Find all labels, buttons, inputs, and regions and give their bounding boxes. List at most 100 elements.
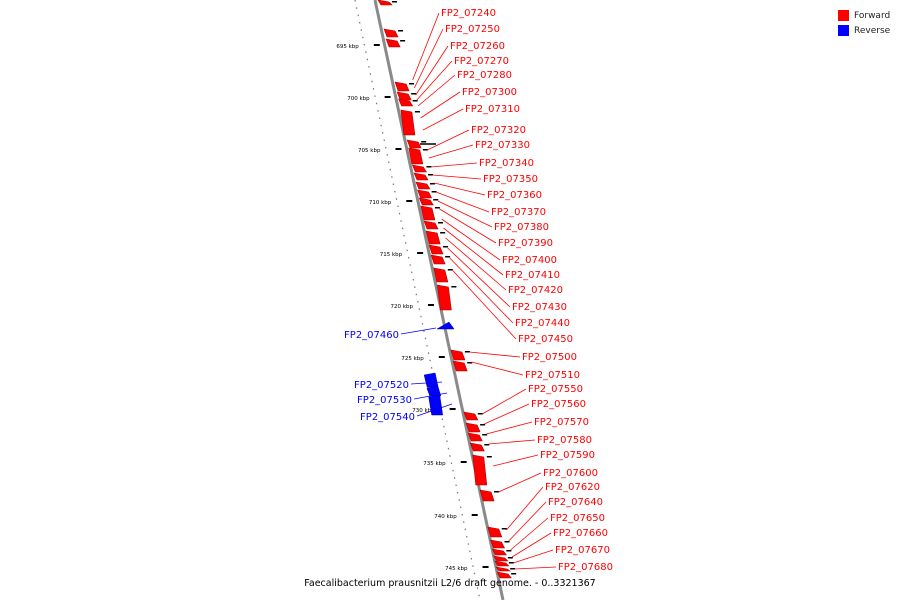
legend-item-forward: Forward	[838, 8, 890, 23]
forward-gene-label: FP2_07500	[522, 352, 577, 363]
forward-gene-label: FP2_07640	[548, 497, 603, 508]
forward-gene-leader	[449, 257, 514, 324]
forward-gene-leader	[513, 549, 554, 564]
gene-marker	[422, 149, 428, 151]
scale-tick-label: 720 kbp	[391, 304, 414, 310]
reverse-gene-label: FP2_07540	[360, 412, 415, 423]
gene-marker	[409, 83, 415, 85]
forward-gene-label: FP2_07390	[498, 238, 553, 249]
reverse-gene-block	[423, 372, 439, 388]
forward-gene-block	[408, 147, 424, 165]
gene-marker	[428, 174, 434, 176]
reverse-gene-leader	[416, 403, 453, 417]
gene-marker	[504, 541, 510, 543]
scale-tick-label: 695 kbp	[336, 44, 359, 50]
forward-gene-label: FP2_07250	[445, 24, 500, 35]
forward-gene-block	[383, 28, 399, 38]
gene-marker	[486, 456, 492, 458]
gene-marker	[392, 1, 397, 3]
forward-gene-block	[463, 411, 479, 421]
forward-gene-leader	[469, 351, 521, 358]
forward-gene-label: FP2_07240	[441, 8, 496, 19]
gene-marker	[429, 183, 435, 185]
forward-gene-label: FP2_07450	[518, 334, 573, 345]
forward-gene-leader	[451, 269, 517, 340]
gene-marker	[400, 40, 406, 42]
forward-gene-block	[469, 442, 485, 452]
gene-marker	[445, 256, 451, 258]
forward-gene-block	[467, 432, 483, 442]
forward-gene-leader	[508, 501, 547, 542]
gene-marker	[508, 562, 514, 564]
forward-gene-block	[487, 526, 503, 538]
forward-gene-label: FP2_07310	[465, 104, 520, 115]
gene-marker	[440, 232, 446, 234]
forward-gene-leader	[447, 247, 511, 308]
forward-gene-leader	[445, 237, 507, 291]
forward-gene-block	[472, 454, 488, 486]
forward-gene-leader	[420, 91, 461, 119]
forward-gene-leader	[416, 60, 453, 101]
reverse-gene-block	[426, 385, 442, 397]
forward-gene-leader	[437, 200, 493, 228]
gene-marker	[467, 362, 473, 364]
forward-gene-block	[479, 489, 495, 502]
forward-gene-label: FP2_07350	[483, 174, 538, 185]
forward-gene-block	[491, 548, 507, 556]
forward-gene-block	[493, 555, 509, 562]
forward-gene-label: FP2_07670	[555, 545, 610, 556]
forward-gene-leader	[486, 421, 533, 435]
forward-gene-block	[425, 230, 441, 245]
reverse-gene-label: FP2_07530	[357, 395, 412, 406]
forward-gene-label: FP2_07620	[545, 482, 600, 493]
forward-gene-block	[450, 349, 466, 361]
forward-gene-leader	[484, 403, 530, 425]
forward-gene-leader	[427, 129, 470, 151]
forward-gene-label: FP2_07680	[558, 562, 613, 573]
forward-gene-block	[430, 254, 446, 265]
forward-gene-block	[420, 205, 436, 221]
forward-gene-block	[418, 197, 434, 206]
gene-marker	[507, 557, 513, 559]
gene-marker	[484, 444, 490, 446]
forward-gene-leader	[506, 486, 544, 531]
forward-gene-label: FP2_07550	[528, 384, 583, 395]
forward-gene-block	[433, 267, 449, 283]
gene-marker	[433, 199, 439, 201]
gene-marker	[398, 30, 404, 32]
forward-gene-block	[400, 109, 416, 136]
gene-marker	[464, 351, 470, 353]
forward-gene-label: FP2_07600	[543, 468, 598, 479]
gene-marker	[412, 100, 418, 102]
forward-gene-block	[411, 164, 427, 173]
forward-gene-block	[490, 539, 505, 549]
gene-marker	[501, 528, 507, 530]
reverse-gene-label: FP2_07460	[344, 330, 399, 341]
forward-gene-label: FP2_07580	[537, 435, 592, 446]
forward-gene-block	[398, 98, 414, 107]
scale-tick-label: 700 kbp	[347, 96, 370, 102]
forward-gene-leader	[432, 174, 482, 180]
gene-marker	[494, 491, 500, 493]
forward-gene-block	[377, 0, 393, 6]
gene-marker	[438, 222, 444, 224]
forward-gene-block	[495, 566, 512, 572]
gene-marker	[431, 191, 437, 193]
forward-gene-label: FP2_07590	[540, 450, 595, 461]
legend: Forward Reverse	[838, 8, 890, 38]
forward-gene-block	[417, 189, 433, 199]
reverse-gene-leader	[413, 392, 448, 400]
forward-gene-leader	[412, 12, 440, 81]
forward-gene-block	[413, 172, 429, 181]
scale-tick-label: 730 kbp	[412, 408, 435, 414]
gene-marker	[421, 141, 427, 143]
forward-gene-block	[465, 422, 481, 433]
scale-tick-label: 705 kbp	[358, 148, 381, 154]
forward-gene-leader	[422, 108, 464, 131]
map-caption: Faecalibacterium prausnitzii L2/6 draft …	[304, 578, 596, 589]
forward-gene-label: FP2_07510	[525, 370, 580, 381]
scale-tick-label: 745 kbp	[445, 566, 468, 572]
gene-marker	[477, 413, 483, 415]
forward-gene-leader	[441, 218, 501, 261]
